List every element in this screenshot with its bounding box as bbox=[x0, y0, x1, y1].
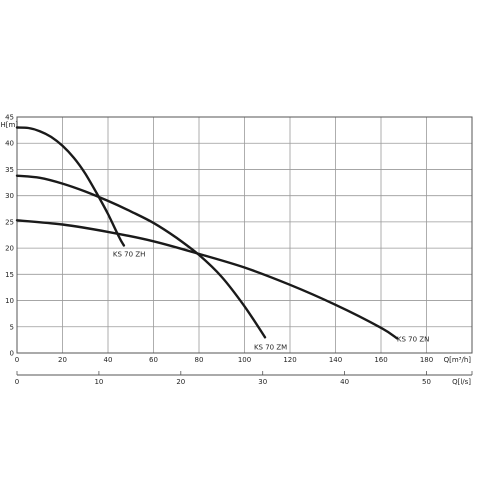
y-axis-title: H[m] bbox=[0, 121, 18, 129]
x2-tick-label: 40 bbox=[340, 378, 349, 386]
curve-label: KS 70 ZH bbox=[113, 250, 145, 258]
secondary-x-axis: 0 10 20 30 40 50 bbox=[15, 371, 473, 386]
grid bbox=[16, 116, 472, 354]
y-tick-label: 20 bbox=[5, 245, 14, 253]
y-tick-label: 35 bbox=[5, 166, 14, 174]
x-axis-title: Q[m³/h] bbox=[444, 356, 472, 364]
y-tick-label: 40 bbox=[5, 140, 14, 148]
curve-labels: KS 70 ZH KS 70 ZM KS 70 ZN bbox=[113, 250, 429, 351]
y-tick-label: 30 bbox=[5, 192, 14, 200]
x-tick-label: 60 bbox=[149, 356, 158, 364]
x2-tick-label: 50 bbox=[422, 378, 431, 386]
x2-tick-label: 20 bbox=[176, 378, 185, 386]
x2-tick-label: 10 bbox=[94, 378, 103, 386]
x2-tick-label: 0 bbox=[15, 378, 19, 386]
x-tick-label: 160 bbox=[374, 356, 387, 364]
x-tick-label: 0 bbox=[15, 356, 19, 364]
y-tick-label: 25 bbox=[5, 218, 14, 226]
y-tick-label: 10 bbox=[5, 297, 14, 305]
x-tick-label: 140 bbox=[329, 356, 342, 364]
y-tick-label: 15 bbox=[5, 271, 14, 279]
y-tick-label: 0 bbox=[10, 350, 14, 358]
x-tick-label: 40 bbox=[104, 356, 113, 364]
x2-tick-label: 30 bbox=[258, 378, 267, 386]
x-tick-label: 20 bbox=[58, 356, 67, 364]
curve-ks-70-zm bbox=[15, 174, 267, 339]
curve-label: KS 70 ZM bbox=[254, 343, 287, 351]
plot-frame bbox=[16, 116, 473, 354]
x-tick-label: 100 bbox=[238, 356, 251, 364]
curves bbox=[15, 126, 399, 340]
curve-label: KS 70 ZN bbox=[397, 335, 429, 343]
curve-ks-70-zn bbox=[15, 219, 399, 340]
secondary-x-axis-title: Q[l/s] bbox=[452, 378, 471, 386]
y-axis: 0 5 10 15 20 25 30 35 40 45 bbox=[5, 114, 14, 358]
x-axis: 0 20 40 60 80 100 120 140 160 180 bbox=[15, 356, 433, 364]
x-tick-label: 120 bbox=[283, 356, 296, 364]
x-tick-label: 80 bbox=[195, 356, 204, 364]
x-tick-label: 180 bbox=[420, 356, 433, 364]
curve-ks-70-zh bbox=[15, 126, 126, 247]
y-tick-label: 5 bbox=[10, 323, 14, 331]
y-tick-label: 45 bbox=[5, 114, 14, 122]
